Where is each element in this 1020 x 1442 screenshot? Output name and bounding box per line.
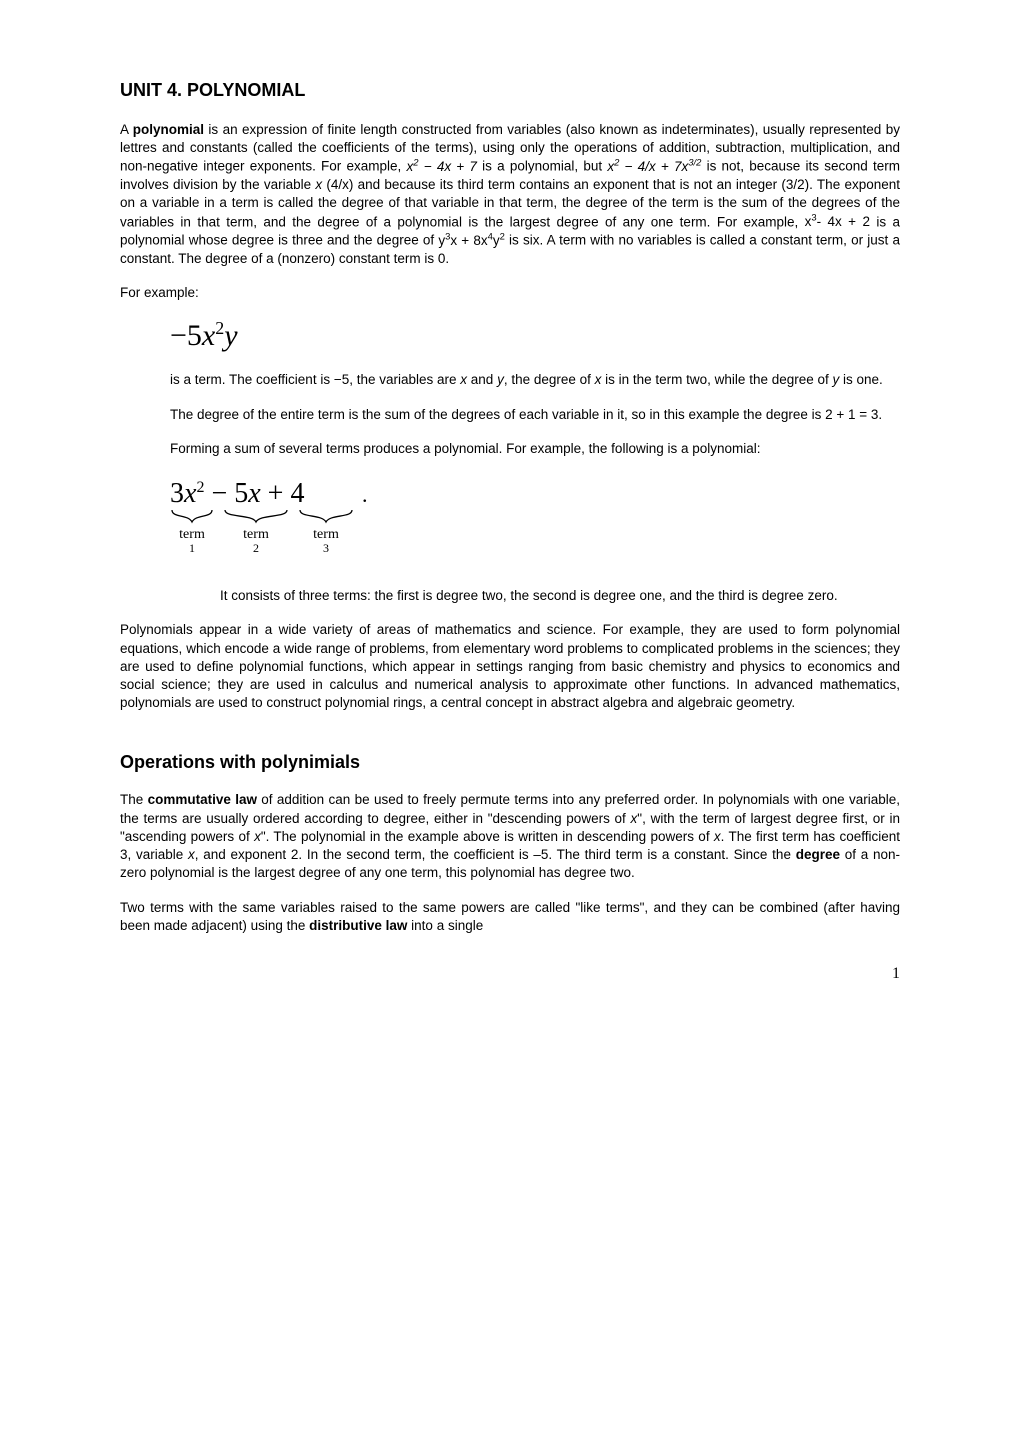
var-x: x: [188, 847, 195, 862]
expr-poly: x2 − 4x + 7: [407, 159, 477, 174]
text: ". The polynomial in the example above i…: [261, 829, 714, 844]
term-num-2: 2: [253, 541, 259, 555]
text: is one.: [839, 372, 883, 387]
text: The: [120, 792, 148, 807]
degree-sum-paragraph: The degree of the entire term is the sum…: [170, 406, 900, 424]
var-y: y: [497, 372, 504, 387]
page-number: 1: [120, 965, 900, 983]
formula-term-text: −5x2y: [170, 319, 238, 352]
formula-term: −5x2y: [170, 318, 900, 353]
term-label-3: term: [313, 527, 339, 542]
three-terms-paragraph: It consists of three terms: the first is…: [220, 587, 900, 605]
expr-y3x: y3x + 8x4y2: [438, 233, 505, 248]
text: and: [467, 372, 497, 387]
text: , the degree of: [504, 372, 595, 387]
text: is a term. The coefficient is −5, the va…: [170, 372, 460, 387]
intro-paragraph: A polynomial is an expression of finite …: [120, 121, 900, 268]
expr-notpoly: x2 − 4/x + 7x3/2: [607, 159, 701, 174]
text: is in the term two, while the degree of: [601, 372, 832, 387]
bold-polynomial: polynomial: [133, 122, 204, 137]
for-example-label: For example:: [120, 284, 900, 302]
text: into a single: [407, 918, 483, 933]
var-x: x: [714, 829, 721, 844]
dot: .: [362, 482, 368, 507]
text: A: [120, 122, 133, 137]
brace-2: [225, 510, 287, 522]
term-label-2: term: [243, 527, 269, 542]
formula-polynomial: 3x2 − 5x + 4 . term 1 term 2 term 3: [170, 474, 900, 569]
operations-heading: Operations with polynimials: [120, 752, 900, 773]
polynomial-brace-diagram: 3x2 − 5x + 4 . term 1 term 2 term 3: [170, 474, 390, 564]
brace-1: [172, 510, 212, 522]
bold-distributive: distributive law: [309, 918, 407, 933]
svg-text:3x2 − 5x + 4: 3x2 − 5x + 4: [170, 478, 304, 509]
text: is a polynomial, but: [477, 159, 607, 174]
expr-cubic: x3- 4x + 2: [805, 214, 870, 229]
distributive-paragraph: Two terms with the same variables raised…: [120, 899, 900, 935]
term-num-3: 3: [323, 541, 329, 555]
term-label-1: term: [179, 527, 205, 542]
bold-commutative: commutative law: [148, 792, 257, 807]
page: UNIT 4. POLYNOMIAL A polynomial is an ex…: [0, 0, 1020, 1023]
commutative-paragraph: The commutative law of addition can be u…: [120, 791, 900, 882]
text: , and exponent 2. In the second term, th…: [195, 847, 796, 862]
applications-paragraph: Polynomials appear in a wide variety of …: [120, 621, 900, 712]
text: Two terms with the same variables raised…: [120, 900, 900, 933]
var-x: x: [254, 829, 261, 844]
term-explain: is a term. The coefficient is −5, the va…: [170, 371, 900, 389]
unit-title: UNIT 4. POLYNOMIAL: [120, 80, 900, 101]
forming-sum-paragraph: Forming a sum of several terms produces …: [170, 440, 900, 458]
bold-degree: degree: [796, 847, 840, 862]
brace-3: [300, 510, 352, 522]
term-num-1: 1: [189, 541, 195, 555]
